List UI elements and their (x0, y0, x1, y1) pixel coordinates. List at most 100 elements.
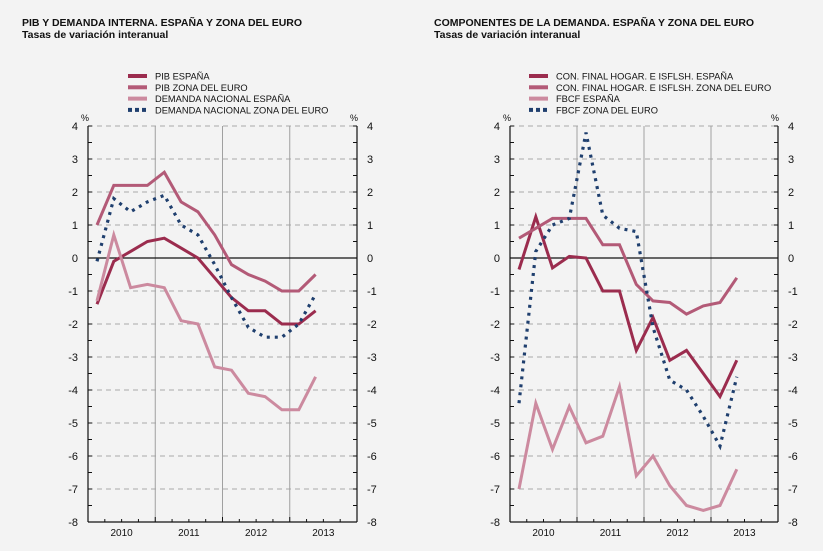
y-tick-label-right: 0 (367, 253, 373, 265)
y-tick-label-right: -7 (367, 484, 377, 496)
y-tick-label-left: -7 (490, 484, 500, 496)
legend-swatch-dot (135, 107, 139, 112)
legend-label: CON. FINAL HOGAR. E ISFLSH. ESPAÑA (556, 72, 734, 82)
legend-swatch-dot (543, 107, 547, 112)
legend-label: PIB ZONA DEL EURO (155, 83, 248, 93)
legend-label: CON. FINAL HOGAR. E ISFLSH. ZONA DEL EUR… (556, 83, 771, 93)
legend-swatch (128, 74, 147, 78)
y-tick-label-left: -3 (490, 352, 500, 364)
y-tick-label-left: -1 (68, 286, 78, 298)
y-tick-label-right: 3 (788, 154, 794, 166)
y-tick-label-right: -2 (367, 319, 377, 331)
x-tick-label: 2012 (245, 528, 268, 539)
y-tick-label-left: -6 (490, 451, 500, 463)
y-tick-label-left: 4 (72, 121, 78, 133)
y-unit-label-right: % (771, 113, 779, 123)
y-unit-label-right: % (350, 113, 358, 123)
y-tick-label-right: 0 (788, 253, 794, 265)
series-line-3 (517, 380, 739, 512)
y-tick-label-right: -7 (788, 484, 798, 496)
x-tick-label: 2011 (178, 528, 200, 539)
y-tick-label-left: 3 (72, 154, 78, 166)
y-tick-label-right: -1 (367, 286, 377, 298)
y-tick-label-right: 2 (788, 187, 794, 199)
y-tick-label-right: -3 (788, 352, 798, 364)
y-tick-label-right: -5 (788, 418, 798, 430)
y-tick-label-left: 3 (494, 154, 500, 166)
legend-label: DEMANDA NACIONAL ESPAÑA (155, 94, 291, 104)
legend-swatch-dot (128, 107, 132, 112)
y-tick-label-right: -1 (788, 286, 798, 298)
y-tick-label-left: -3 (68, 352, 78, 364)
y-tick-label-right: -3 (367, 352, 377, 364)
y-tick-label-left: -8 (68, 517, 78, 529)
y-tick-label-right: 1 (788, 220, 794, 232)
y-tick-label-right: -8 (367, 517, 377, 529)
x-tick-label: 2013 (312, 528, 335, 539)
x-tick-label: 2013 (733, 528, 756, 539)
y-tick-label-left: 0 (72, 253, 78, 265)
series-line-4 (95, 193, 317, 339)
y-tick-label-right: -4 (367, 385, 377, 397)
legend-swatch (529, 74, 548, 78)
y-tick-label-left: -2 (490, 319, 500, 331)
y-tick-label-left: -4 (490, 385, 500, 397)
legend-label: PIB ESPAÑA (155, 72, 210, 82)
y-tick-label-left: -5 (490, 418, 500, 430)
y-tick-label-right: -2 (788, 319, 798, 331)
legend-label: DEMANDA NACIONAL ZONA DEL EURO (155, 105, 328, 115)
y-unit-label-left: % (503, 113, 511, 123)
series-line-2 (518, 216, 739, 316)
legend-swatch-dot (529, 107, 533, 112)
y-tick-label-left: 4 (494, 121, 500, 133)
x-tick-label: 2010 (532, 528, 555, 539)
y-tick-label-right: -8 (788, 517, 798, 529)
legend-swatch-dot (142, 107, 146, 112)
series-line-4 (517, 132, 739, 451)
right-chart: 4 4 3 3 2 2 1 1 0 0 -1 -1 -2 -2 -3 -3 -4 -4 -5 -5 -6 -6 -7 -7 -8… (490, 72, 798, 540)
y-unit-label-left: % (81, 113, 89, 123)
y-tick-label-right: 2 (367, 187, 373, 199)
legend-label: FBCF ESPAÑA (556, 94, 621, 104)
y-tick-label-left: -1 (490, 286, 500, 298)
y-tick-label-right: 4 (788, 121, 794, 133)
legend-swatch (128, 85, 147, 90)
legend-swatch (128, 96, 147, 101)
legend-swatch (529, 96, 548, 101)
chart-subtitle: Tasas de variación interanual (22, 29, 169, 41)
y-tick-label-right: 1 (367, 220, 373, 232)
legend-label: FBCF ZONA DEL EURO (556, 105, 658, 115)
y-tick-label-left: 2 (72, 187, 78, 199)
x-tick-label: 2011 (600, 528, 622, 539)
y-tick-label-left: -5 (68, 418, 78, 430)
y-tick-label-right: 4 (367, 121, 373, 133)
legend-swatch (529, 85, 548, 90)
y-tick-label-left: 1 (72, 220, 78, 232)
chart-title: COMPONENTES DE LA DEMANDA. ESPAÑA Y ZONA… (434, 17, 755, 29)
legend-swatch-dot (536, 107, 540, 112)
y-tick-label-right: -4 (788, 385, 798, 397)
x-tick-label: 2010 (111, 528, 134, 539)
y-tick-label-left: -6 (68, 451, 78, 463)
y-tick-label-right: -6 (367, 451, 377, 463)
x-tick-label: 2012 (666, 528, 689, 539)
y-tick-label-left: -8 (490, 517, 500, 529)
series-line-2 (95, 169, 317, 293)
y-tick-label-right: -6 (788, 451, 798, 463)
series-line-1 (95, 236, 317, 326)
right-chart-panel: COMPONENTES DE LA DEMANDA. ESPAÑA Y ZONA… (411, 0, 822, 551)
y-tick-label-left: 0 (494, 253, 500, 265)
y-tick-label-right: 3 (367, 154, 373, 166)
y-tick-label-left: -2 (68, 319, 78, 331)
chart-title: PIB Y DEMANDA INTERNA. ESPAÑA Y ZONA DEL… (22, 17, 303, 29)
y-tick-label-left: -4 (68, 385, 78, 397)
left-chart: 4 4 3 3 2 2 1 1 0 0 -1 -1 -2 -2 -3 -3 -4 -4 -5 -5 -6 -6 -7 -7 -8… (68, 72, 377, 540)
chart-subtitle: Tasas de variación interanual (434, 29, 581, 41)
y-tick-label-left: 1 (494, 220, 500, 232)
y-tick-label-left: 2 (494, 187, 500, 199)
left-chart-panel: PIB Y DEMANDA INTERNA. ESPAÑA Y ZONA DEL… (0, 0, 411, 551)
y-tick-label-left: -7 (68, 484, 78, 496)
series-line-1 (517, 211, 739, 400)
y-tick-label-right: -5 (367, 418, 377, 430)
series-line-3 (95, 229, 317, 412)
